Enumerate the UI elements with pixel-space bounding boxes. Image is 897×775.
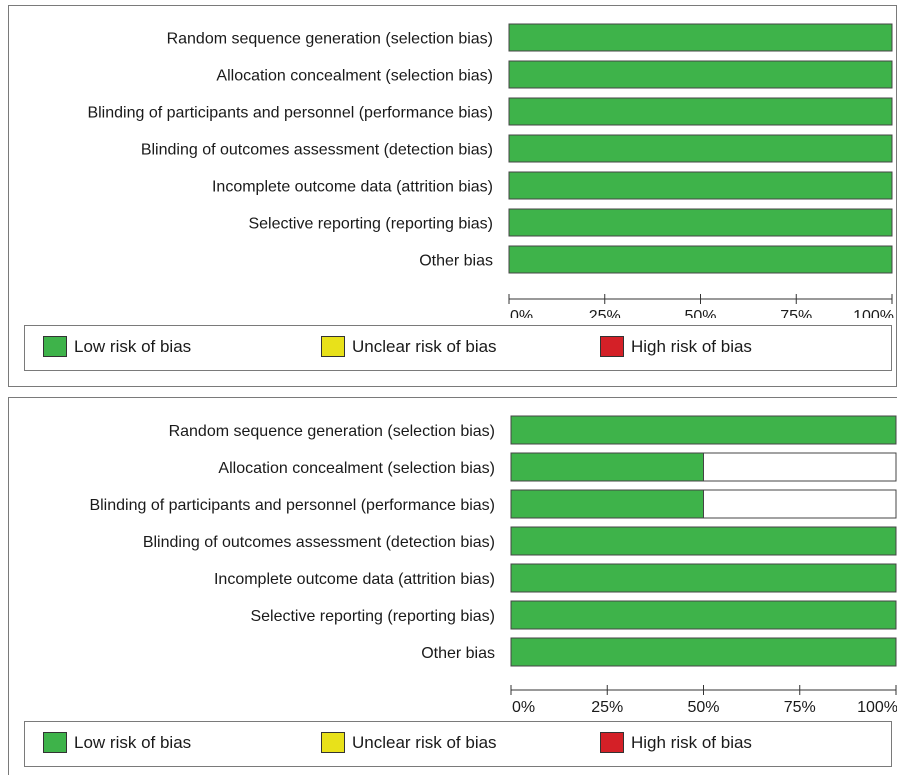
category-label: Incomplete outcome data (attrition bias) <box>214 571 495 588</box>
category-label: Other bias <box>419 253 493 270</box>
x-tick-label: 25% <box>591 699 623 716</box>
category-label: Blinding of outcomes assessment (detecti… <box>141 142 493 159</box>
legend-swatch-high <box>600 336 624 357</box>
x-tick-label: 100% <box>853 308 894 318</box>
legend-swatch-unclear <box>321 336 345 357</box>
legend-swatch-low <box>43 336 67 357</box>
bar-segment <box>510 415 897 445</box>
x-tick-label: 50% <box>687 699 719 716</box>
x-tick-label: 0% <box>512 699 535 716</box>
category-label: Selective reporting (reporting bias) <box>250 608 495 625</box>
category-label: Allocation concealment (selection bias) <box>218 460 495 477</box>
legend-swatch-unclear <box>321 732 345 753</box>
bar-segment <box>508 208 893 237</box>
bar-segment <box>510 637 897 667</box>
bar-segment <box>508 60 893 89</box>
bar-segment <box>508 245 893 274</box>
legend-label-high: High risk of bias <box>631 732 752 752</box>
bar-segment <box>510 600 897 630</box>
bar-segment <box>508 134 893 163</box>
x-tick-label: 25% <box>589 308 621 318</box>
risk-of-bias-chart-2: Random sequence generation (selection bi… <box>8 397 897 775</box>
legend-label-unclear: Unclear risk of bias <box>352 336 497 356</box>
bar-segment <box>508 23 893 52</box>
category-label: Blinding of outcomes assessment (detecti… <box>143 534 495 551</box>
legend-swatch-low <box>43 732 67 753</box>
bar-segment <box>510 452 704 482</box>
x-tick-label: 75% <box>780 308 812 318</box>
legend-item-high: High risk of bias <box>600 732 752 753</box>
bar-segment <box>508 171 893 200</box>
chart-plot-1: Random sequence generation (selection bi… <box>87 23 894 318</box>
category-label: Random sequence generation (selection bi… <box>169 423 495 440</box>
category-label: Allocation concealment (selection bias) <box>216 68 493 85</box>
risk-of-bias-chart-1: Random sequence generation (selection bi… <box>8 5 897 387</box>
legend-label-low: Low risk of bias <box>74 732 192 752</box>
category-label: Selective reporting (reporting bias) <box>248 216 493 233</box>
legend-label-low: Low risk of bias <box>74 336 192 356</box>
legend-item-unclear: Unclear risk of bias <box>321 336 497 357</box>
bar-segment <box>510 526 897 556</box>
chart-plot-2: Random sequence generation (selection bi… <box>89 415 897 716</box>
chart-legend-1: Low risk of bias Unclear risk of bias Hi… <box>24 325 892 371</box>
category-label: Blinding of participants and personnel (… <box>89 497 495 514</box>
legend-item-low: Low risk of bias <box>43 336 191 357</box>
bar-segment <box>510 489 704 519</box>
category-label: Random sequence generation (selection bi… <box>167 31 493 48</box>
chart-legend-2: Low risk of bias Unclear risk of bias Hi… <box>24 721 892 767</box>
x-tick-label: 100% <box>857 699 897 716</box>
bar-segment <box>510 563 897 593</box>
legend-item-high: High risk of bias <box>600 336 752 357</box>
x-tick-label: 75% <box>784 699 816 716</box>
x-tick-label: 0% <box>510 308 533 318</box>
legend-item-low: Low risk of bias <box>43 732 191 753</box>
category-label: Blinding of participants and personnel (… <box>87 105 493 122</box>
legend-label-high: High risk of bias <box>631 336 752 356</box>
legend-item-unclear: Unclear risk of bias <box>321 732 497 753</box>
category-label: Other bias <box>421 645 495 662</box>
category-label: Incomplete outcome data (attrition bias) <box>212 179 493 196</box>
legend-swatch-high <box>600 732 624 753</box>
x-tick-label: 50% <box>684 308 716 318</box>
bar-segment <box>508 97 893 126</box>
legend-label-unclear: Unclear risk of bias <box>352 732 497 752</box>
